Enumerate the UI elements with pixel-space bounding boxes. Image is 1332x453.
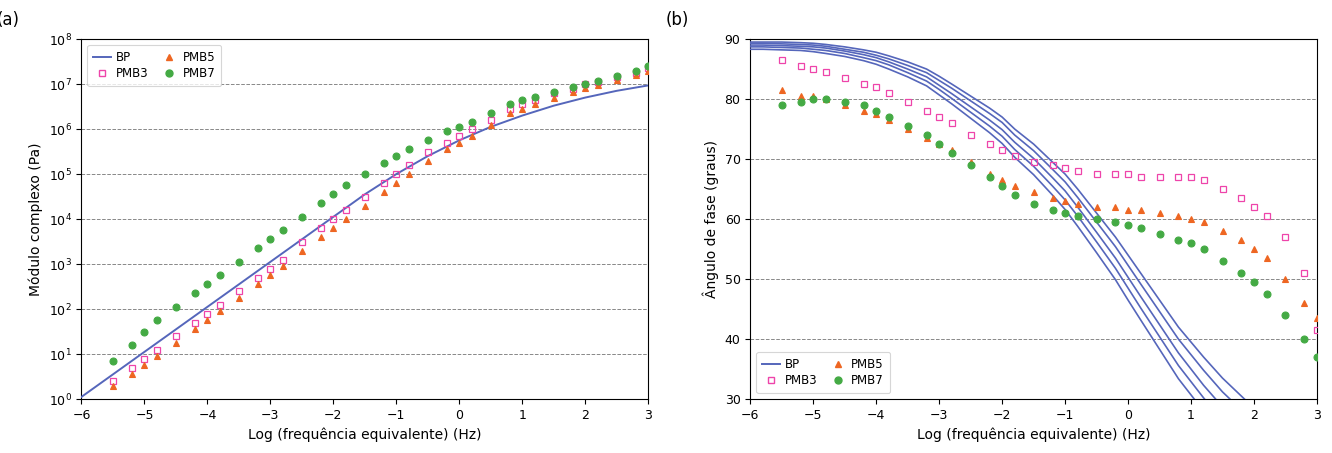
X-axis label: Log (frequência equivalente) (Hz): Log (frequência equivalente) (Hz): [916, 427, 1151, 442]
Text: (a): (a): [0, 11, 20, 29]
Text: (b): (b): [665, 11, 689, 29]
Legend: BP, PMB3, PMB5, PMB7: BP, PMB3, PMB5, PMB7: [757, 352, 890, 393]
Legend: BP, PMB3, PMB5, PMB7: BP, PMB3, PMB5, PMB7: [88, 45, 221, 87]
Y-axis label: Ângulo de fase (graus): Ângulo de fase (graus): [702, 140, 719, 298]
X-axis label: Log (frequência equivalente) (Hz): Log (frequência equivalente) (Hz): [248, 427, 482, 442]
Y-axis label: Módulo complexo (Pa): Módulo complexo (Pa): [29, 142, 43, 296]
